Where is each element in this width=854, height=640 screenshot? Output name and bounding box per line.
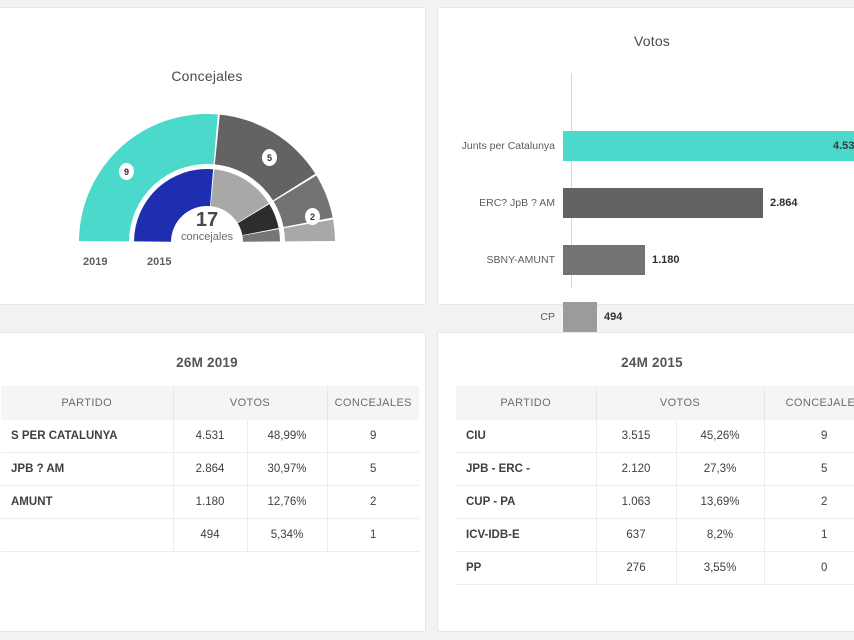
cell-party[interactable]: CIU (456, 420, 597, 453)
cell-party[interactable]: JPB - ERC - (456, 452, 597, 486)
cell-party[interactable]: ICV-IDB-E (456, 518, 597, 552)
bar-category-label: Junts per Catalunya (461, 140, 555, 152)
cell-percent: 3,55% (676, 551, 765, 585)
table-row: 494 5,34% 1 (1, 518, 419, 552)
bar-1[interactable] (563, 188, 763, 218)
bar-value-label: 1.180 (652, 254, 680, 266)
cell-percent: 45,26% (676, 420, 765, 453)
cell-votes: 1.180 (173, 485, 248, 519)
table-row: PP 276 3,55% 0 (456, 551, 854, 585)
gauge-year-2019: 2019 (83, 256, 108, 268)
bar-0[interactable] (563, 131, 854, 161)
table-2019-title: 26M 2019 (176, 355, 238, 370)
cell-seats: 2 (764, 485, 854, 519)
bar-row: CP 494 (438, 302, 854, 332)
table-2015-title: 24M 2015 (621, 355, 683, 370)
cell-percent: 13,69% (676, 485, 765, 519)
cell-seats: 9 (764, 420, 854, 453)
table-row: AMUNT 1.180 12,76% 2 (1, 485, 419, 519)
bar-3[interactable] (563, 302, 597, 332)
table-row: JPB - ERC -2.120 27,3% 5 (456, 452, 854, 486)
bar-category-label: SBNY-AMUNT (486, 254, 555, 266)
cell-votes: 1.063 (596, 485, 677, 519)
bar-row: ERC? JpB ? AM 2.864 (438, 188, 854, 218)
cell-seats: 2 (327, 485, 419, 519)
cell-party[interactable]: S PER CATALUNYA (1, 420, 174, 453)
cell-seats: 9 (327, 420, 419, 453)
cell-percent: 8,2% (676, 518, 765, 552)
cell-votes: 2.864 (173, 452, 248, 486)
cell-votes: 3.515 (596, 420, 677, 453)
cell-percent: 48,99% (247, 420, 328, 453)
bar-row: Junts per Catalunya 4.531 (438, 131, 854, 161)
cell-votes: 4.531 (173, 420, 248, 453)
bar-category-label: ERC? JpB ? AM (479, 197, 555, 209)
th-partido: PARTIDO (1, 386, 174, 420)
th-concejales: CONCEJALES (327, 386, 419, 420)
bar-value-label: 4.531 (833, 140, 854, 152)
concejales-title: Concejales (171, 68, 243, 84)
table-header-row: PARTIDO VOTOS CONCEJALES (1, 386, 419, 420)
th-concejales: CONCEJALES (764, 386, 854, 420)
th-votos: VOTOS (596, 386, 765, 420)
bar-2[interactable] (563, 245, 645, 275)
gauge-year-2015: 2015 (147, 256, 172, 268)
card-table-2019: 26M 2019 PARTIDO VOTOS CONCEJALES S PER … (0, 332, 426, 632)
table-row: JPB ? AM 2.864 30,97% 5 (1, 452, 419, 486)
cell-party[interactable]: CUP - PA (456, 485, 597, 519)
th-partido: PARTIDO (456, 386, 597, 420)
gauge-segment-2015-3 (242, 229, 280, 242)
results-table-2015: PARTIDO VOTOS CONCEJALES CIU3.51545,26%9… (456, 386, 854, 585)
card-votos: Votos Junts per Catalunya 4.531 ERC? JpB ?… (437, 7, 854, 332)
gauge-badge-5: 5 (262, 149, 277, 166)
cell-percent: 5,34% (247, 518, 328, 552)
cell-percent: 30,97% (247, 452, 328, 486)
gauge-segment-2019-0 (79, 114, 218, 242)
cell-party[interactable]: AMUNT (1, 485, 174, 519)
gauge-segment-2015-1 (210, 169, 269, 223)
bar-chart-axis (571, 73, 572, 288)
gauge-segment-2015-2 (237, 204, 279, 236)
votos-bar-chart: Junts per Catalunya 4.531 ERC? JpB ? AM 2.8… (438, 67, 854, 332)
cell-votes: 494 (173, 518, 248, 552)
bar-category-label: CP (540, 311, 555, 323)
gauge-badge-9: 9 (119, 163, 134, 180)
cell-seats: 0 (764, 551, 854, 585)
gauge-segment-2019-3 (283, 219, 335, 242)
table-row: CUP - PA 1.063 13,69% 2 (456, 485, 854, 519)
table-row: CIU 3.515 45,26% 9 (456, 420, 854, 453)
cell-percent: 27,3% (676, 452, 765, 486)
th-votos: VOTOS (173, 386, 328, 420)
cell-seats: 1 (764, 518, 854, 552)
cell-seats: 1 (327, 518, 419, 552)
gauge-svg (79, 114, 335, 242)
cell-party[interactable] (1, 518, 174, 552)
cell-votes: 2.120 (596, 452, 677, 486)
votos-title: Votos (633, 33, 671, 49)
concejales-gauge: 17 concejales 2019 2015 9 5 2 (57, 102, 357, 272)
gauge-segment-2015-0 (134, 169, 214, 242)
table-row: ICV-IDB-E 637 8,2% 1 (456, 518, 854, 552)
cell-votes: 637 (596, 518, 677, 552)
table-row: S PER CATALUNYA 4.531 48,99% 9 (1, 420, 419, 453)
bar-row: SBNY-AMUNT 1.180 (438, 245, 854, 275)
table-header-row: PARTIDO VOTOS CONCEJALES (456, 386, 854, 420)
cell-percent: 12,76% (247, 485, 328, 519)
card-concejales: Concejales 17 concejales 2019 2015 9 5 2 (0, 7, 426, 305)
gauge-badge-2: 2 (305, 208, 320, 225)
card-table-2015: 24M 2015 PARTIDO VOTOS CONCEJALES CIU3.5… (437, 332, 854, 632)
cell-seats: 5 (327, 452, 419, 486)
cell-seats: 5 (764, 452, 854, 486)
results-table-2019: PARTIDO VOTOS CONCEJALES S PER CATALUNYA… (1, 386, 419, 552)
cell-party[interactable]: JPB ? AM (1, 452, 174, 486)
cell-votes: 276 (596, 551, 677, 585)
bar-value-label: 2.864 (770, 197, 798, 209)
cell-party[interactable]: PP (456, 551, 597, 585)
bar-value-label: 494 (604, 311, 623, 323)
